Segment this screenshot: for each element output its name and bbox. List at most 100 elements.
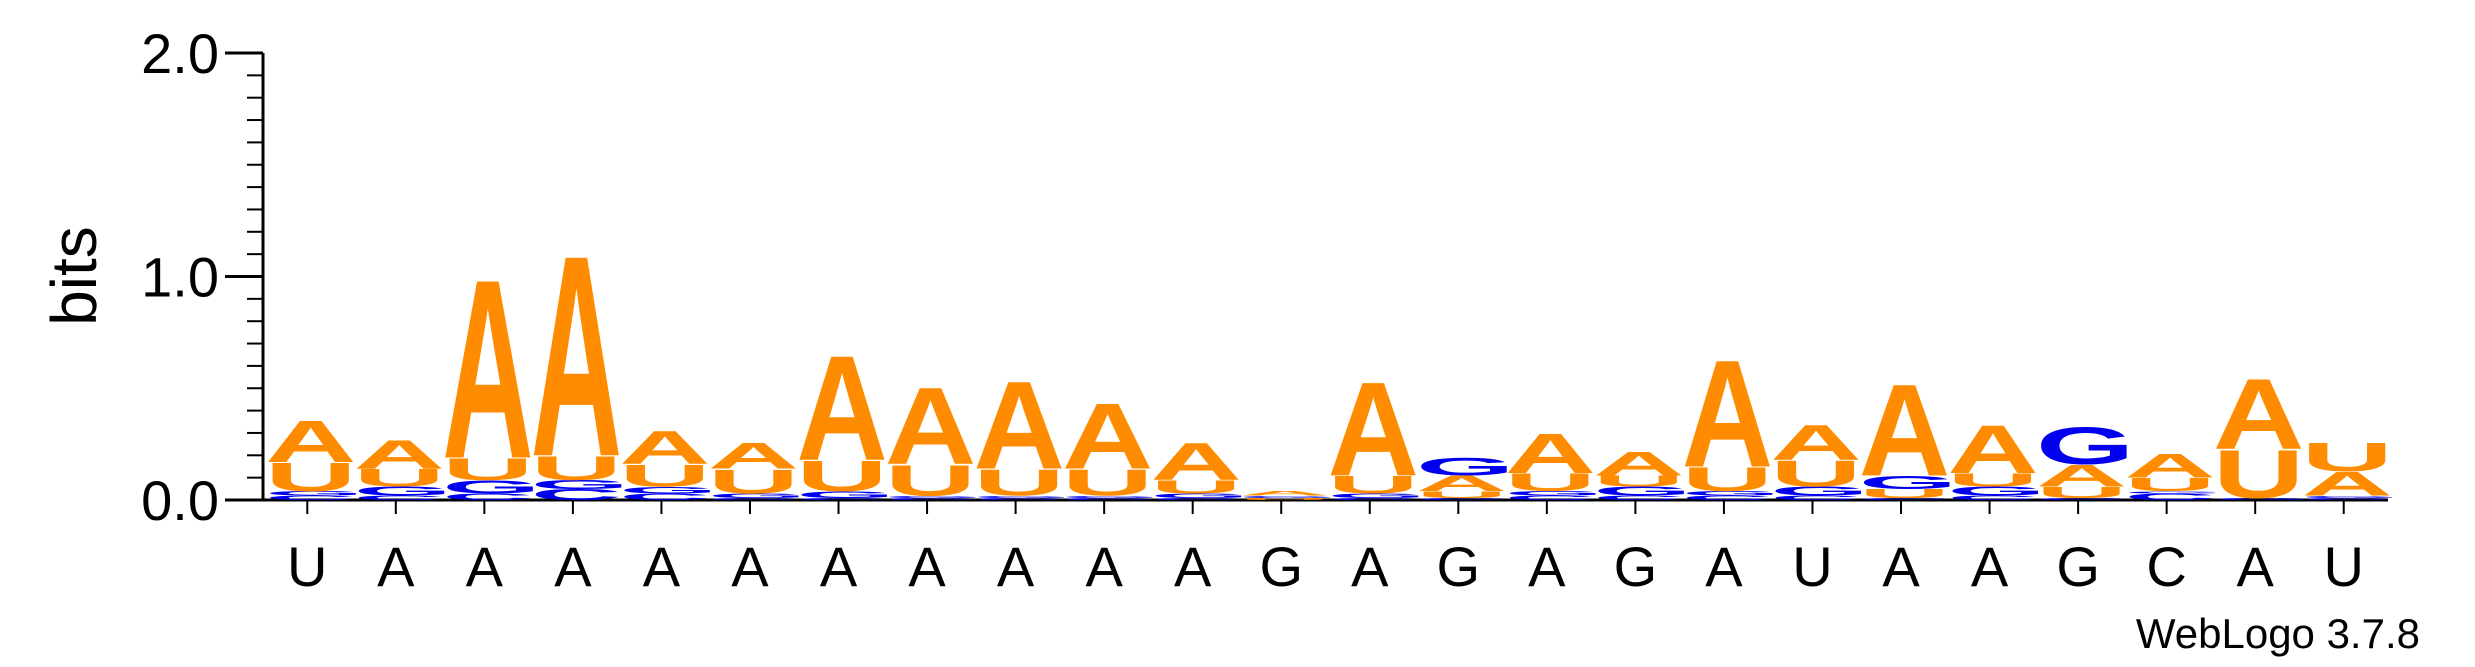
logo-letter-C: C [1770,494,1862,501]
x-tick-label: U [287,535,327,598]
logo-letter-G: G [619,485,718,495]
x-tick-label: A [466,535,504,598]
logo-letter-U: U [265,454,357,499]
logo-letter-A: A [2301,464,2393,502]
logo-letter-G: G [1150,492,1249,499]
x-tick-label: A [2237,535,2275,598]
logo-letter-G: G [1505,490,1604,497]
logo-letter-A: A [354,432,446,477]
logo-letter-C: C [1859,497,1951,500]
logo-letter-G: G [265,490,364,497]
logo-letter-G: G [1416,453,1515,481]
logo-letter-A: A [1505,422,1597,485]
logo-letter-C: C [619,492,711,502]
logo-letter-A: A [796,325,888,492]
logo-letter-C: C [2124,492,2216,502]
x-tick-label: A [908,535,946,598]
logo-letter-A: A [1062,384,1154,489]
x-tick-label: A [643,535,681,598]
logo-letter-A: A [531,197,623,518]
logo-letter-A: A [708,435,800,477]
logo-letter-U: U [708,462,800,500]
logo-letter-A: A [2036,458,2128,493]
y-axis: 0.0 1.0 2.0 bits [38,22,265,532]
logo-letter-U: U [1682,460,1774,498]
x-tick-label: A [554,535,592,598]
x-tick-label: A [1351,535,1389,598]
logo-letter-C: C [2301,497,2393,500]
logo-letter-A: A [1682,328,1774,499]
logo-letter-G: G [442,477,541,498]
x-tick-label: A [997,535,1035,598]
logo-letter-A: A [1947,411,2039,488]
logo-letter-C: C [354,494,446,501]
logo-letter-C: C [531,486,623,503]
logo-letter-C: C [973,497,1065,500]
logo-letter-U: U [1947,470,2039,491]
logo-letter-G: G [1859,472,1958,493]
y-tick-label: 1.0 [141,246,219,309]
letter-stack: GUA [2213,359,2312,512]
x-tick-label: A [1882,535,1920,598]
logo-letter-G: G [1947,484,2046,498]
logo-letter-C: C [885,497,977,500]
logo-letter-C: C [2036,497,2128,500]
logo-letter-U: U [2036,484,2128,501]
logo-letter-G: G [2301,495,2400,498]
logo-letter-G: G [1682,490,1781,497]
y-tick-label: 2.0 [141,22,219,85]
x-tick-label: A [731,535,769,598]
logo-letter-G: G [2213,497,2312,500]
logo-letter-C: C [1062,497,1154,500]
logo-letter-A: A [2124,447,2216,485]
logo-letter-G: G [2036,416,2135,476]
logo-letter-C: C [708,497,800,500]
logo-letter-A: A [442,226,534,512]
logo-letter-G: G [1239,495,1338,498]
logo-letter-C: C [1682,494,1774,501]
logo-letter-A: A [1770,415,1862,470]
logo-letter-C: C [1947,494,2039,501]
logo-letter-A: A [973,356,1065,496]
watermark: WebLogo 3.7.8 [2136,610,2420,657]
logo-letter-A: A [619,423,711,475]
x-tick-label: A [1174,535,1212,598]
logo-letter-A: A [2213,359,2305,470]
logo-letter-U: U [1328,471,1420,499]
x-tick-label: G [1437,535,1481,598]
logo-letter-A: A [1239,490,1331,497]
logo-letter-G: G [531,478,630,492]
logo-letter-U: U [1859,487,1951,501]
logo-letter-C: C [1328,497,1420,500]
logo-letter-G: G [796,489,895,499]
logo-letter-C: C [1593,494,1685,501]
x-tick-label: A [1528,535,1566,598]
logo-letter-C: C [1150,497,1242,500]
logo-letter-U: U [2213,436,2305,513]
logo-letter-U: U [1239,497,1331,500]
logo-letter-A: A [1859,357,1951,503]
logo-letter-U: U [1770,453,1862,495]
logo-letter-U: U [1150,477,1242,498]
x-tick-label: A [1705,535,1743,598]
